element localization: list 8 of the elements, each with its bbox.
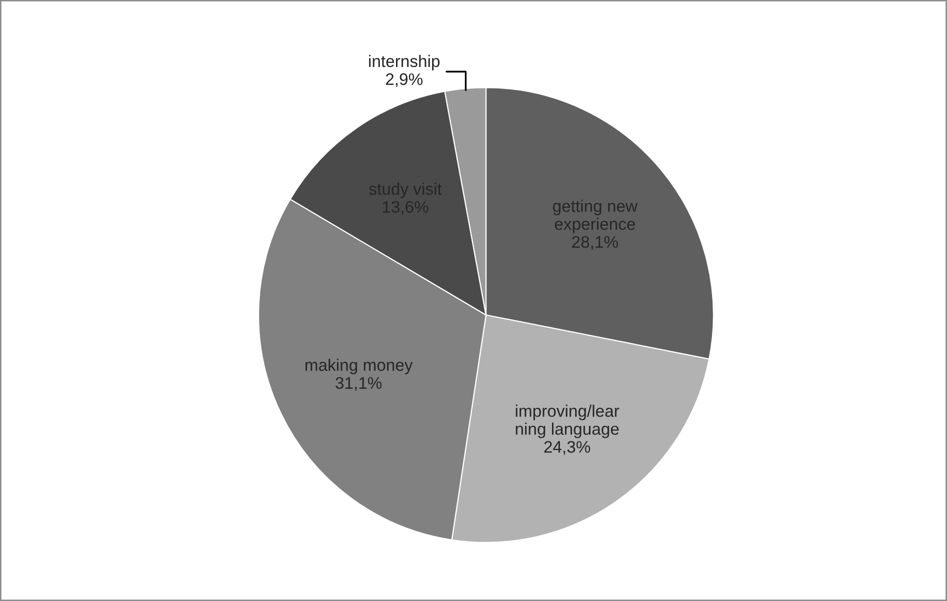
data-label: 28,1% [572, 236, 618, 250]
data-label: 24,3% [544, 441, 590, 455]
slice-label: internship [369, 54, 440, 70]
slice-label: getting new experience [553, 200, 638, 234]
slice-label: making money [306, 358, 413, 374]
data-label: 2,9% [386, 73, 423, 88]
data-label: 31,1% [336, 377, 382, 391]
slice-label: improving/lear ning language [516, 404, 620, 438]
